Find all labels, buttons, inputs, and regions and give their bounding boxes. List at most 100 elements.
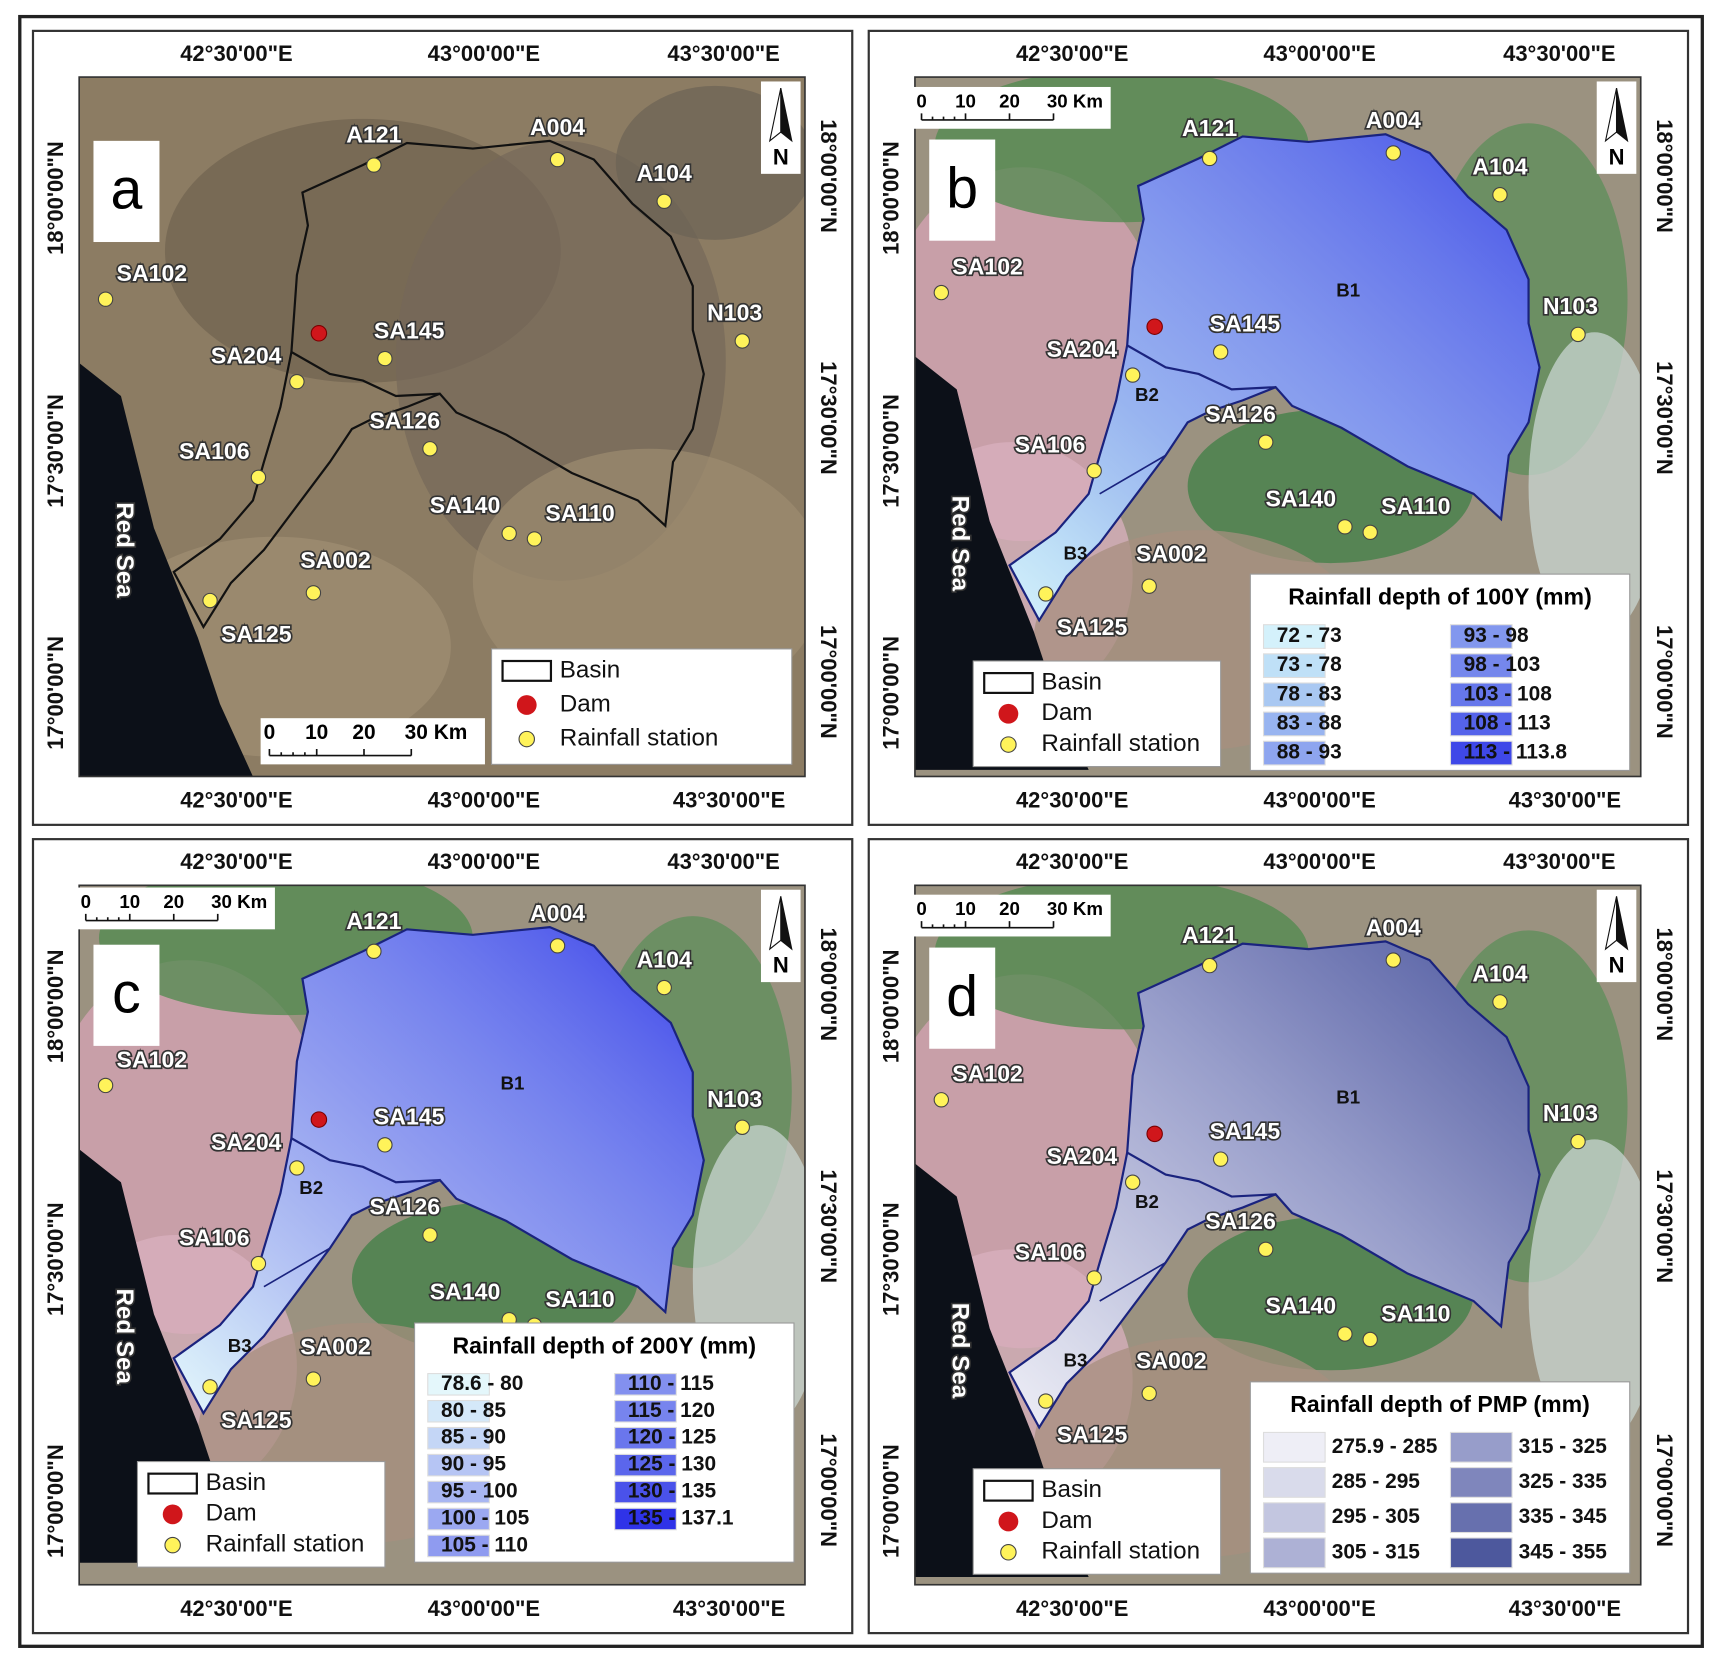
station-label: SA140 (430, 492, 501, 518)
latitude-label: 18°00'00"N (43, 949, 68, 1063)
station-label: SA106 (1015, 432, 1086, 458)
scale-bar-label: 30 Km (1047, 90, 1103, 111)
panel-letter: a (111, 158, 143, 222)
legend-symbol (1000, 736, 1017, 753)
rainfall-legend-title: Rainfall depth of PMP (mm) (1290, 1391, 1590, 1417)
rainfall-station (1038, 586, 1054, 602)
class-swatch (1449, 1537, 1513, 1569)
latitude-label: 18°00'00"N (1652, 927, 1677, 1041)
class-label: 135 - 137.1 (628, 1507, 734, 1530)
class-label: 110 - 115 (628, 1372, 714, 1395)
station-label: SA125 (1057, 614, 1128, 640)
north-arrow (768, 896, 782, 951)
zone-label: B3 (1064, 542, 1088, 563)
zone-divider (263, 1247, 331, 1288)
dam (310, 325, 328, 342)
longitude-label: 43°30'00"E (1509, 788, 1621, 813)
station-label: SA110 (1381, 493, 1450, 519)
panel: B1 B2 B3 A121 A004 A104 SA102 SA145 SA204 N103 SA1… (867, 29, 1690, 826)
latitude-label: 17°30'00"N (879, 1202, 904, 1316)
map-border (914, 76, 1642, 778)
panel-letter-box (93, 944, 160, 1046)
scale-bar-box (76, 887, 275, 930)
scale-bar-line (920, 113, 1055, 121)
legend-symbol (162, 1504, 183, 1525)
latitude-label: 17°30'00"N (1652, 361, 1677, 475)
latitude-label: 17°00'00"N (879, 636, 904, 750)
latitude-label: 17°30'00"N (1652, 1169, 1677, 1283)
rainfall-station (289, 373, 305, 390)
legend-label: Basin (1041, 668, 1102, 695)
class-label: 295 - 305 (1332, 1505, 1421, 1528)
latitude-label: 17°30'00"N (816, 361, 841, 475)
longitude-label: 42°30'00"E (1016, 41, 1128, 66)
latitude-label: 17°00'00"N (816, 625, 841, 739)
class-swatch (1449, 711, 1513, 737)
outer-frame (18, 14, 1704, 1648)
scale-bar-label: 10 (955, 898, 976, 919)
basin-layer: B1 B2 B3 A121 A004 A104 SA102 SA145 SA204 N103 SA1… (933, 106, 1600, 642)
class-swatch (1449, 1502, 1513, 1534)
station-label: A004 (1366, 107, 1421, 133)
longitude-label: 43°30'00"E (667, 41, 779, 66)
rainfall-station (734, 333, 750, 349)
scale-bar-label: 0 (916, 898, 926, 919)
scale-bar: 0 10 20 30 Km (912, 894, 1111, 937)
basin-fill (172, 926, 705, 1416)
legend-symbol (518, 730, 535, 748)
station-label: A004 (530, 114, 585, 140)
longitude-label: 43°30'00"E (673, 788, 785, 813)
class-label: 78 - 83 (1277, 682, 1342, 705)
legend-label: Rainfall station (1041, 1538, 1200, 1565)
zone-label: B2 (1135, 1191, 1159, 1212)
zone-divider (290, 1137, 440, 1184)
north-arrow (768, 87, 782, 143)
class-label: 80 - 85 (441, 1399, 506, 1422)
station-label: SA110 (1381, 1300, 1450, 1326)
legend-label: Rainfall station (560, 724, 719, 751)
rainfall-legend: Rainfall depth of 100Y (mm) 72 - 73 73 - 7… (1249, 573, 1631, 771)
station-label: SA126 (369, 407, 440, 433)
legend-label: Basin (1041, 1476, 1102, 1503)
station-label: SA102 (952, 254, 1023, 280)
class-swatch (614, 1507, 677, 1531)
station-label: SA145 (374, 317, 445, 343)
class-swatch (1262, 1502, 1326, 1534)
station-label: SA125 (221, 1407, 292, 1433)
station-label: SA125 (221, 621, 292, 647)
scale-bar: 0 10 20 30 Km (260, 718, 485, 765)
map-border (914, 884, 1642, 1586)
station-label: A104 (637, 160, 692, 186)
class-swatch (1262, 1431, 1326, 1463)
north-label: N (773, 953, 789, 978)
station-label: SA126 (1205, 1208, 1276, 1234)
class-swatch (1262, 1467, 1326, 1498)
map-border (78, 884, 806, 1586)
station-label: SA204 (1047, 336, 1118, 362)
rainfall-station (933, 1092, 950, 1108)
station-label: SA140 (1266, 1293, 1337, 1319)
latitude-label: 18°00'00"N (43, 141, 68, 255)
sea-label: Red Sea (947, 1303, 974, 1399)
longitude-label: 43°30'00"E (1503, 41, 1615, 66)
station-label: N103 (707, 1086, 762, 1112)
rainfall-station (1086, 463, 1102, 479)
class-swatch (614, 1399, 677, 1423)
longitude-label: 43°00'00"E (1263, 849, 1375, 874)
terrain-patch (472, 448, 805, 713)
class-label: 83 - 88 (1277, 711, 1342, 734)
class-label: 103 - 108 (1464, 682, 1552, 705)
scale-bar-line (268, 748, 413, 757)
rainfall-station (1141, 1385, 1157, 1402)
rainfall-station (366, 943, 382, 960)
rainfall-station (933, 284, 950, 301)
zone-label: B1 (501, 1072, 525, 1093)
rainfall-station (1385, 145, 1401, 161)
class-swatch (427, 1426, 490, 1450)
station-label: A121 (346, 122, 401, 148)
basin-fill (1008, 940, 1541, 1430)
class-swatch (1449, 653, 1513, 679)
station-label: SA110 (545, 500, 614, 526)
legend-label: Dam (1041, 1507, 1092, 1534)
station-label: SA102 (952, 1061, 1023, 1087)
